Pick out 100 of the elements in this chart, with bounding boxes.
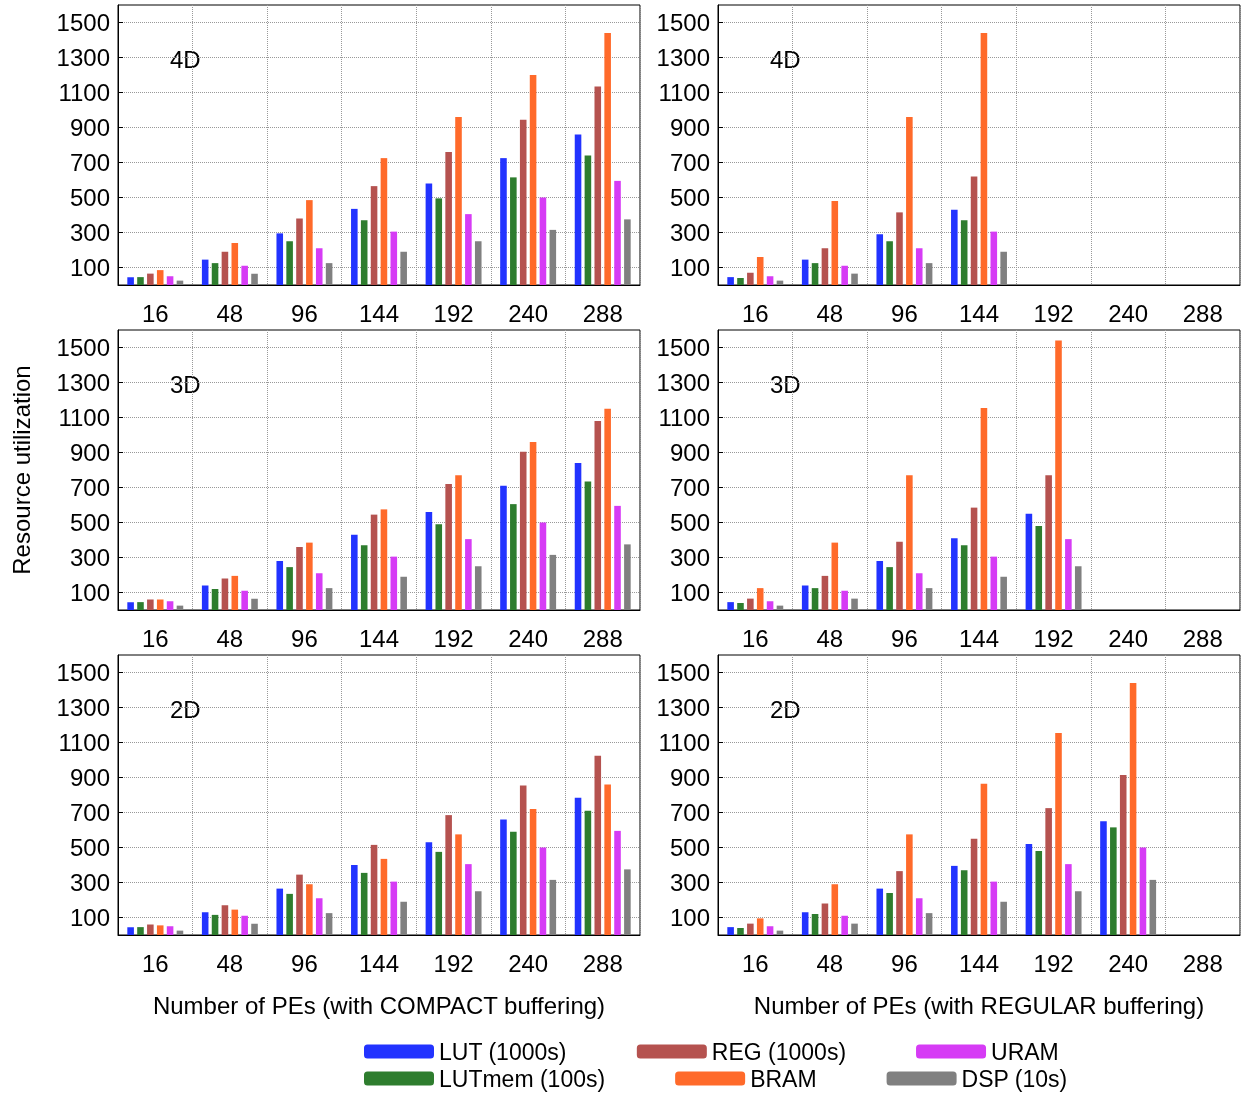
bar bbox=[221, 905, 229, 935]
bar bbox=[455, 475, 462, 610]
y-tick-label: 300 bbox=[669, 869, 710, 896]
x-tick-label: 96 bbox=[291, 949, 318, 977]
bar bbox=[315, 898, 323, 935]
bar bbox=[594, 421, 602, 610]
bar bbox=[960, 220, 968, 285]
x-tick-label: 192 bbox=[1033, 299, 1074, 327]
bar bbox=[624, 544, 631, 610]
y-tick-label: 1100 bbox=[658, 79, 710, 106]
x-tick-label: 240 bbox=[1108, 949, 1149, 977]
y-tick-label: 1300 bbox=[656, 44, 710, 71]
x-tick-label: 144 bbox=[958, 949, 1000, 977]
x-tick-label: 144 bbox=[358, 624, 400, 652]
x-tick-label: 240 bbox=[508, 299, 549, 327]
bar bbox=[127, 277, 134, 285]
y-tick-label: 100 bbox=[69, 254, 110, 281]
bar bbox=[604, 408, 611, 610]
bar bbox=[980, 783, 988, 935]
bar bbox=[500, 158, 507, 285]
bar bbox=[614, 830, 621, 935]
bar bbox=[296, 547, 303, 610]
x-tick-label: 48 bbox=[216, 299, 244, 327]
bar bbox=[574, 134, 582, 285]
bar bbox=[1139, 847, 1147, 935]
legend-label: DSP (10s) bbox=[961, 1065, 1068, 1092]
bar bbox=[990, 556, 998, 610]
bar bbox=[915, 898, 923, 935]
bar bbox=[474, 241, 482, 285]
x-tick-label: 48 bbox=[216, 624, 244, 652]
bar bbox=[370, 844, 378, 935]
bar bbox=[251, 923, 258, 935]
bar bbox=[221, 578, 229, 610]
bar bbox=[211, 914, 219, 935]
bar bbox=[970, 176, 978, 285]
legend-label: LUTmem (100s) bbox=[439, 1065, 606, 1092]
y-tick-label: 100 bbox=[669, 904, 710, 931]
bar bbox=[455, 834, 462, 935]
bar bbox=[624, 219, 631, 285]
bar bbox=[351, 865, 358, 935]
bar bbox=[886, 241, 893, 285]
bar bbox=[370, 186, 378, 285]
x-tick-label: 16 bbox=[141, 299, 169, 327]
bar bbox=[876, 561, 884, 610]
bar bbox=[315, 248, 323, 285]
x-tick-label: 96 bbox=[891, 949, 918, 977]
legend-label: REG (1000s) bbox=[711, 1038, 847, 1065]
bar bbox=[147, 273, 154, 285]
bar bbox=[231, 243, 239, 285]
bar bbox=[876, 888, 884, 935]
bar bbox=[851, 598, 858, 610]
y-tick-label: 300 bbox=[669, 219, 710, 246]
bar bbox=[351, 534, 358, 610]
bar bbox=[286, 893, 293, 935]
bar bbox=[1149, 879, 1157, 935]
bar bbox=[614, 505, 621, 610]
bar bbox=[756, 588, 764, 610]
y-tick-label: 700 bbox=[669, 474, 710, 501]
bar bbox=[156, 270, 164, 285]
bar bbox=[166, 276, 174, 285]
bar bbox=[549, 554, 557, 610]
bar bbox=[886, 567, 893, 610]
bar bbox=[211, 263, 219, 285]
bar bbox=[306, 542, 313, 610]
bar bbox=[500, 485, 507, 610]
bar bbox=[445, 152, 452, 285]
bar bbox=[510, 177, 517, 285]
bar bbox=[325, 588, 333, 610]
bar bbox=[156, 599, 164, 610]
bar bbox=[445, 815, 452, 935]
y-tick-label: 500 bbox=[669, 834, 710, 861]
y-tick-label: 900 bbox=[69, 764, 110, 791]
bar bbox=[166, 601, 174, 610]
bar bbox=[241, 590, 248, 610]
bar bbox=[519, 119, 527, 285]
bar bbox=[737, 278, 744, 285]
bar bbox=[156, 925, 164, 935]
bar bbox=[166, 926, 174, 935]
bar bbox=[1074, 891, 1082, 935]
y-tick-label: 100 bbox=[669, 579, 710, 606]
bar bbox=[510, 831, 517, 935]
bar bbox=[231, 575, 239, 610]
bar bbox=[325, 263, 333, 285]
bar bbox=[1025, 513, 1033, 610]
y-tick-label: 1500 bbox=[656, 9, 710, 36]
bar bbox=[821, 903, 829, 935]
bar bbox=[886, 893, 893, 935]
bar bbox=[1129, 683, 1137, 935]
y-tick-label: 1300 bbox=[56, 44, 110, 71]
x-tick-label: 192 bbox=[433, 299, 474, 327]
y-tick-label: 1100 bbox=[58, 79, 110, 106]
bar bbox=[747, 923, 754, 935]
bar bbox=[360, 545, 368, 610]
bar bbox=[529, 442, 537, 610]
bar bbox=[841, 915, 848, 935]
x-tick-label: 96 bbox=[291, 299, 318, 327]
bar bbox=[831, 201, 839, 285]
y-tick-label: 500 bbox=[69, 834, 110, 861]
bar bbox=[455, 117, 462, 285]
bar bbox=[594, 755, 602, 935]
